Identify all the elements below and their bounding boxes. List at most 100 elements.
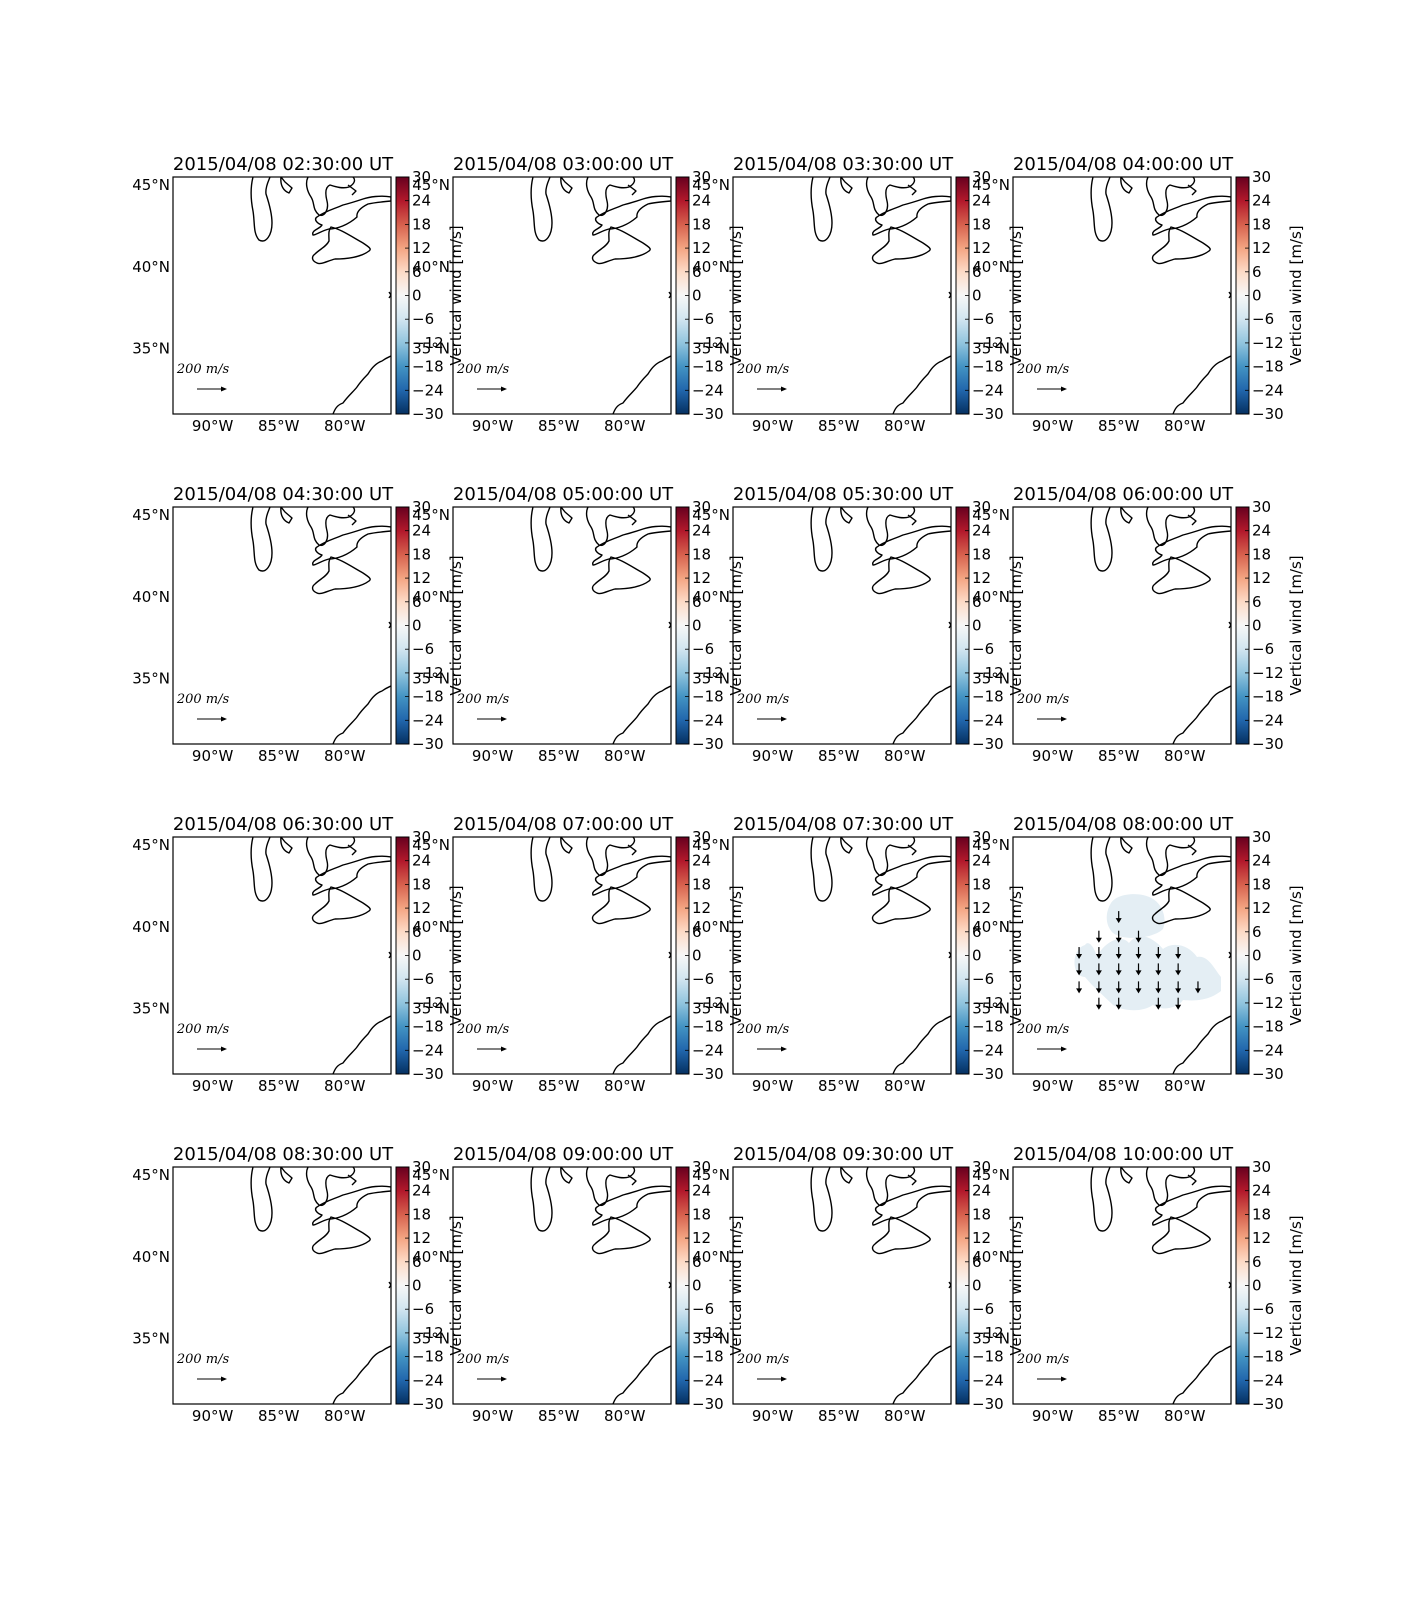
colorbar-tick-label: 18 (1252, 545, 1271, 563)
colorbar-tick-label: −18 (412, 358, 444, 376)
map-frame (172, 1166, 392, 1405)
coastline (1151, 1216, 1211, 1255)
lat-tick-label: 45°N (692, 176, 730, 194)
colorbar-tick-label: 12 (692, 899, 711, 917)
wind-vector-head (1135, 937, 1142, 943)
colorbar-tick-label: 24 (972, 522, 991, 540)
lon-tick-label: 90°W (192, 747, 234, 765)
wind-vector-head (1115, 918, 1122, 924)
colorbar-tick-label: 6 (692, 923, 702, 941)
coastline (871, 226, 931, 265)
map-content (250, 837, 391, 1074)
coastline (907, 184, 917, 196)
map-frame (172, 176, 392, 415)
colorbar-tick-label: −18 (972, 1348, 1004, 1366)
quiver-key-arrow-head (501, 1376, 507, 1382)
colorbar-tick-label: 6 (412, 593, 422, 611)
colorbar-label: Vertical wind [m/s] (1287, 1215, 1305, 1355)
coastline (560, 177, 573, 194)
colorbar-tick-label: 0 (972, 617, 982, 635)
coastline (347, 184, 357, 196)
colorbar-tick-label: −12 (972, 664, 1004, 682)
quiver-key-arrow-head (501, 386, 507, 392)
colorbar-tick-label: 30 (692, 1158, 711, 1176)
quiver-key-label: 200 m/s (176, 1352, 230, 1367)
coastline (1145, 1167, 1196, 1206)
lat-tick-label: 40°N (412, 588, 450, 606)
lon-tick-label: 90°W (472, 1407, 514, 1425)
colorbar-tick-label: 12 (972, 899, 991, 917)
lat-tick-label: 45°N (412, 176, 450, 194)
colorbar-tick-label: −6 (412, 310, 434, 328)
map-content (530, 1167, 671, 1404)
colorbar-label: Vertical wind [m/s] (447, 885, 465, 1025)
lon-tick-label: 85°W (818, 747, 860, 765)
lat-tick-label: 40°N (972, 918, 1010, 936)
coastline (347, 514, 357, 526)
colorbar-label: Vertical wind [m/s] (727, 885, 745, 1025)
colorbar-tick-label: 24 (972, 192, 991, 210)
wind-vector-head (1095, 937, 1102, 943)
coastline (311, 226, 371, 265)
map-panel: 2015/04/08 05:30:00 UT 200 m/s 45°N 40°N 35°… (692, 484, 1025, 765)
colorbar-tick-label: −12 (412, 664, 444, 682)
colorbar-tick-label: 18 (692, 1205, 711, 1223)
colorbar-tick-label: 18 (412, 215, 431, 233)
colorbar-tick-label: 0 (1252, 1277, 1262, 1295)
lat-tick-label: 35°N (692, 670, 730, 688)
coastline (1187, 184, 1197, 196)
colorbar-tick-label: 6 (692, 593, 702, 611)
coastline (1172, 1015, 1231, 1074)
colorbar-tick-label: 12 (412, 569, 431, 587)
colorbar-tick-label: −24 (972, 381, 1004, 399)
lat-tick-label: 35°N (132, 340, 170, 358)
colorbar-tick-label: 24 (1252, 192, 1271, 210)
map-panel: 2015/04/08 09:00:00 UT 200 m/s 45°N 40°N 35°… (412, 1144, 745, 1425)
colorbar-tick-label: −12 (1252, 994, 1284, 1012)
colorbar-tick-label: 12 (412, 1229, 431, 1247)
colorbar-tick-label: 12 (972, 239, 991, 257)
colorbar-tick-label: −18 (972, 358, 1004, 376)
lat-tick-label: 40°N (412, 1248, 450, 1266)
coastline (560, 1167, 573, 1184)
colorbar-tick-label: 0 (692, 617, 702, 635)
quiver-key-arrow-head (1061, 386, 1067, 392)
lon-tick-label: 90°W (752, 1407, 794, 1425)
colorbar-label: Vertical wind [m/s] (447, 225, 465, 365)
lat-tick-label: 40°N (972, 588, 1010, 606)
colorbar-tick-label: 24 (1252, 1182, 1271, 1200)
coastline (871, 1216, 931, 1255)
colorbar-tick-label: −30 (412, 1065, 444, 1083)
colorbar-tick-label: 0 (692, 1277, 702, 1295)
colorbar-tick-label: 24 (412, 192, 431, 210)
colorbar-tick-label: 6 (1252, 923, 1262, 941)
lat-tick-label: 40°N (132, 588, 170, 606)
wind-vector-head (1115, 988, 1122, 994)
coastline (1152, 1185, 1231, 1226)
coastline (1228, 621, 1231, 629)
coastline (592, 525, 671, 566)
lat-tick-label: 35°N (132, 1000, 170, 1018)
colorbar-tick-label: −30 (692, 1065, 724, 1083)
quiver-key-arrow-head (781, 716, 787, 722)
lon-tick-label: 85°W (258, 417, 300, 435)
coastline (530, 177, 553, 242)
colorbar-tick-label: 30 (972, 168, 991, 186)
colorbar-tick-label: −30 (972, 405, 1004, 423)
colorbar-tick-label: 6 (972, 923, 982, 941)
lat-tick-label: 35°N (972, 340, 1010, 358)
lat-tick-label: 40°N (692, 588, 730, 606)
colorbar-tick-label: 6 (1252, 263, 1262, 281)
lat-tick-label: 45°N (972, 836, 1010, 854)
panel-title: 2015/04/08 08:30:00 UT (173, 1144, 394, 1165)
lat-tick-label: 35°N (412, 1000, 450, 1018)
coastline (311, 886, 371, 925)
lon-tick-label: 90°W (1032, 417, 1074, 435)
coastline (560, 507, 573, 524)
colorbar-tick-label: 18 (972, 1205, 991, 1223)
colorbar-label: Vertical wind [m/s] (1007, 225, 1025, 365)
lon-tick-label: 85°W (818, 1077, 860, 1095)
colorbar-tick-label: 12 (412, 899, 431, 917)
coastline (810, 837, 833, 902)
